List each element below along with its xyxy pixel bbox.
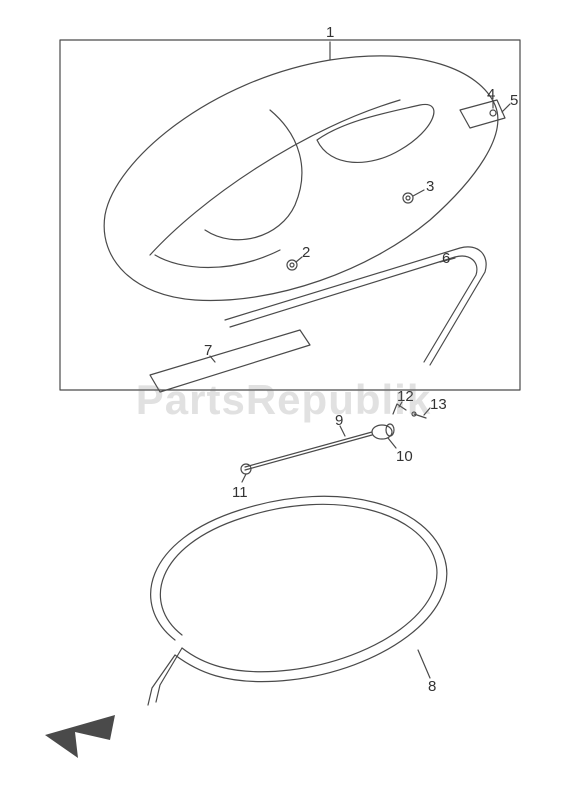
- rod-knob-10-end: [386, 424, 394, 436]
- callout-7: 7: [204, 342, 212, 359]
- seat-outline: [104, 56, 498, 301]
- seat-cushion-front: [205, 110, 302, 240]
- callout-13: 13: [430, 396, 447, 413]
- latch-hole: [490, 110, 496, 116]
- nut-2: [287, 260, 297, 270]
- callout-8: 8: [428, 678, 436, 695]
- strip-7: [150, 330, 310, 392]
- nut-3-inner: [406, 196, 410, 200]
- figure-box: [60, 40, 520, 390]
- rod-knob-10: [372, 425, 392, 439]
- callout-5: 5: [510, 92, 518, 109]
- callout-12: 12: [397, 388, 414, 405]
- oring-8-tail-2: [156, 648, 182, 702]
- leader-5: [502, 104, 510, 112]
- callout-4: 4: [487, 86, 495, 103]
- diagram-container: 1 4 5 3 2 6 7 9 12 13 10 11 8 PartsRepub…: [0, 0, 567, 800]
- nut-3: [403, 193, 413, 203]
- rod-shaft-2: [245, 435, 372, 470]
- seat-ridge-1: [150, 100, 400, 255]
- callout-9: 9: [335, 412, 343, 429]
- callout-1: 1: [326, 24, 334, 41]
- callout-2: 2: [302, 244, 310, 261]
- parts-diagram-svg: [0, 0, 567, 800]
- oring-8-inner: [160, 504, 437, 671]
- callout-10: 10: [396, 448, 413, 465]
- seat-lower-edge: [155, 250, 280, 268]
- rod-shaft: [245, 432, 372, 467]
- leader-11: [242, 474, 246, 482]
- callout-3: 3: [426, 178, 434, 195]
- oring-8: [151, 496, 447, 681]
- seat-backrest: [317, 104, 434, 162]
- oring-8-tail: [148, 655, 175, 705]
- leader-10: [388, 438, 396, 448]
- direction-arrow: [45, 715, 115, 758]
- callout-6: 6: [442, 250, 450, 267]
- leader-3: [413, 190, 424, 196]
- leader-8: [418, 650, 430, 678]
- nut-2-inner: [290, 263, 294, 267]
- callout-11: 11: [232, 484, 248, 501]
- gasket-6-inner: [230, 256, 477, 362]
